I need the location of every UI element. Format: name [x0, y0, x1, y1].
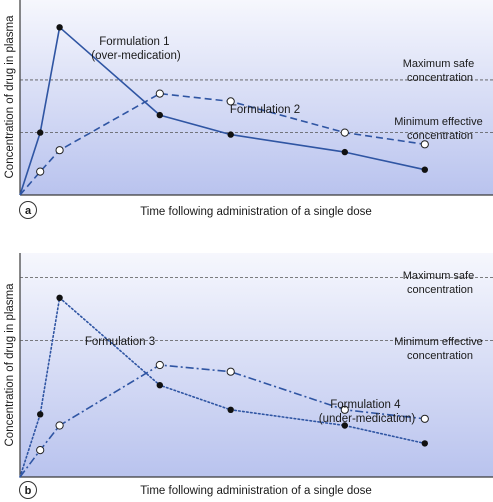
- chart-panel-b: Maximum safe concentration Minimum effec…: [4, 253, 493, 499]
- marker-formulation-2-4: [226, 97, 235, 106]
- marker-formulation-1-4: [227, 131, 234, 138]
- plot-background-b: [20, 253, 493, 477]
- marker-formulation-1-1: [37, 129, 44, 136]
- series-label-formulation-4: Formulation 4 (under-medication): [319, 399, 416, 425]
- markers-formulation-3: [37, 294, 428, 447]
- marker-formulation-1-6: [421, 166, 428, 173]
- threshold-label-min-effective-b-line1: Minimum effective: [394, 336, 482, 348]
- series-label-formulation-3-line1: Formulation 3: [85, 336, 155, 348]
- series-label-formulation-1: Formulation 1 (over-medication): [91, 36, 181, 62]
- markers-formulation-4: [36, 360, 429, 455]
- markers-formulation-2: [36, 89, 429, 176]
- series-label-formulation-4-line2: (under-medication): [319, 413, 416, 425]
- marker-formulation-4-4: [226, 367, 235, 376]
- panel-badge-a-text: a: [25, 205, 32, 217]
- marker-formulation-2-1: [36, 167, 45, 176]
- threshold-label-max-safe-b-line1: Maximum safe: [403, 270, 475, 282]
- marker-formulation-4-5: [340, 405, 349, 414]
- markers-formulation-1: [37, 24, 428, 173]
- marker-formulation-1-5: [341, 148, 348, 156]
- series-label-formulation-2-line1: Formulation 2: [230, 104, 300, 116]
- series-label-formulation-1-line2: (over-medication): [91, 50, 181, 62]
- threshold-label-max-safe-a: Maximum safe concentration: [403, 58, 478, 84]
- plot-background-a: [20, 0, 493, 195]
- marker-formulation-4-6: [420, 414, 429, 423]
- marker-formulation-1-3: [156, 111, 163, 119]
- y-axis-label-b: Concentration of drug in plasma: [4, 283, 16, 447]
- threshold-label-min-effective-a-line2: concentration: [407, 130, 473, 142]
- marker-formulation-3-6: [421, 440, 428, 447]
- panel-badge-b-text: b: [25, 485, 32, 497]
- marker-formulation-4-3: [155, 360, 164, 370]
- threshold-label-max-safe-a-line2: concentration: [407, 72, 473, 84]
- threshold-label-min-effective-b: Minimum effective concentration: [394, 336, 486, 362]
- marker-formulation-1-2: [56, 24, 63, 31]
- marker-formulation-2-6: [420, 140, 429, 149]
- x-axis-label-a: Time following administration of a singl…: [140, 206, 372, 218]
- series-label-formulation-2: Formulation 2: [230, 104, 300, 116]
- x-axis-label-b: Time following administration of a singl…: [140, 485, 372, 497]
- panel-badge-a: a: [19, 201, 37, 219]
- marker-formulation-2-3: [155, 89, 164, 98]
- threshold-label-min-effective-a-line1: Minimum effective: [394, 116, 482, 128]
- marker-formulation-3-2: [56, 294, 63, 301]
- marker-formulation-2-2: [55, 146, 64, 155]
- series-label-formulation-4-line1: Formulation 4: [330, 399, 401, 411]
- marker-formulation-3-5: [341, 422, 348, 429]
- series-label-formulation-1-line1: Formulation 1: [99, 36, 169, 48]
- marker-formulation-3-1: [37, 411, 44, 418]
- threshold-label-min-effective-a: Minimum effective concentration: [394, 116, 486, 142]
- threshold-label-max-safe-b-line2: concentration: [407, 284, 473, 296]
- panel-badge-b-circle: [19, 481, 37, 499]
- marker-formulation-3-4: [227, 406, 234, 413]
- marker-formulation-4-1: [36, 446, 45, 455]
- series-label-formulation-3: Formulation 3: [85, 336, 155, 348]
- marker-formulation-3-3: [156, 382, 163, 389]
- marker-formulation-4-2: [55, 421, 64, 430]
- threshold-label-max-safe-b: Maximum safe concentration: [403, 270, 478, 296]
- chart-panel-a: Maximum safe concentration Minimum effec…: [4, 0, 493, 219]
- threshold-label-max-safe-a-line1: Maximum safe: [403, 58, 475, 70]
- threshold-label-min-effective-b-line2: concentration: [407, 350, 473, 362]
- panel-badge-b: b: [19, 481, 37, 499]
- y-axis-label-a: Concentration of drug in plasma: [4, 15, 16, 179]
- marker-formulation-2-5: [340, 128, 349, 137]
- panel-badge-a-circle: [19, 201, 37, 219]
